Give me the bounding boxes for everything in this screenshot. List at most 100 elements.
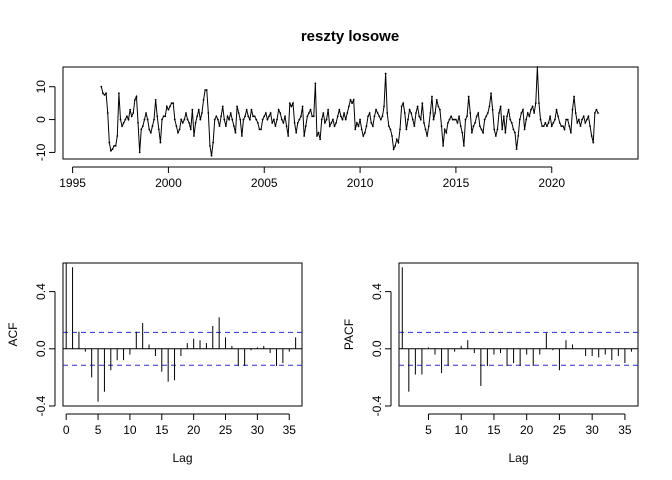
- data-point: [253, 115, 256, 118]
- data-point: [461, 131, 464, 134]
- x-tick-label-1: 2010: [347, 176, 374, 190]
- data-point: [509, 118, 512, 121]
- data-point: [194, 121, 197, 124]
- data-point: [285, 125, 288, 128]
- data-point: [119, 118, 122, 121]
- data-point: [325, 118, 328, 121]
- y-tick-label-1: -10: [34, 143, 48, 161]
- data-point: [563, 128, 566, 131]
- data-point: [304, 125, 307, 128]
- data-point: [121, 125, 123, 128]
- data-point: [332, 118, 334, 121]
- data-point: [389, 128, 392, 131]
- data-point: [415, 112, 417, 114]
- data-point: [577, 118, 580, 121]
- data-point: [330, 121, 333, 124]
- data-point: [322, 112, 325, 114]
- data-point: [274, 125, 277, 128]
- x-tick-label-2: 5: [95, 423, 102, 437]
- data-point: [574, 112, 577, 114]
- plot-frame-2: [62, 262, 303, 407]
- data-point: [114, 144, 117, 147]
- data-point: [311, 115, 314, 118]
- data-point: [146, 118, 149, 121]
- data-point: [585, 118, 588, 121]
- data-point: [240, 135, 243, 137]
- data-point: [314, 82, 317, 85]
- data-point: [239, 118, 242, 121]
- data-point: [597, 112, 599, 114]
- data-point: [183, 118, 186, 121]
- data-point: [421, 102, 424, 105]
- data-point: [429, 112, 432, 114]
- data-point: [140, 128, 143, 131]
- data-point: [493, 128, 496, 131]
- data-point: [186, 118, 189, 121]
- data-point: [335, 121, 338, 124]
- data-point: [514, 131, 516, 134]
- data-point: [450, 115, 453, 118]
- x-tick-label-2: 15: [155, 423, 169, 437]
- data-point: [181, 121, 184, 124]
- x-tick-label-1: 2015: [443, 176, 470, 190]
- data-point: [426, 135, 429, 137]
- data-point: [191, 108, 194, 111]
- data-point: [351, 102, 353, 105]
- data-point: [539, 118, 542, 121]
- data-point: [512, 128, 515, 131]
- data-point: [164, 115, 167, 118]
- data-point: [442, 144, 445, 147]
- data-point: [478, 125, 481, 128]
- x-tick-label-1: 2020: [538, 176, 565, 190]
- data-point: [434, 112, 437, 114]
- data-point: [387, 125, 390, 128]
- data-point: [565, 118, 568, 121]
- y-tick-label-1: 10: [34, 80, 48, 94]
- data-point: [480, 128, 483, 131]
- data-point: [568, 125, 571, 128]
- chart-title: reszty losowe: [301, 28, 399, 45]
- data-point: [196, 115, 199, 118]
- data-point: [143, 118, 146, 121]
- data-point: [127, 118, 130, 121]
- x-axis-label-3: Lag: [508, 451, 528, 465]
- data-point: [276, 118, 278, 121]
- y-tick-label-3: 0.0: [370, 340, 384, 357]
- data-point: [197, 108, 200, 111]
- x-tick-label-3: 35: [618, 423, 632, 437]
- data-point: [496, 128, 499, 131]
- data-point: [110, 149, 112, 152]
- data-point: [282, 121, 285, 124]
- data-point: [233, 125, 235, 128]
- data-point: [502, 115, 505, 118]
- data-point: [346, 112, 349, 114]
- data-point: [504, 131, 507, 134]
- data-point: [520, 112, 523, 114]
- data-point: [272, 118, 275, 121]
- data-point: [584, 121, 587, 124]
- data-point: [105, 92, 108, 95]
- data-point: [399, 128, 401, 131]
- data-point: [362, 135, 365, 137]
- data-point: [178, 128, 181, 131]
- data-point: [327, 108, 330, 111]
- data-point: [333, 125, 336, 128]
- data-point: [375, 108, 377, 111]
- data-point: [204, 89, 207, 91]
- data-point: [199, 118, 202, 121]
- data-point: [218, 125, 221, 128]
- data-point: [169, 105, 171, 108]
- data-point: [156, 115, 159, 118]
- data-point: [365, 125, 368, 128]
- data-point: [212, 141, 215, 144]
- data-point: [455, 118, 457, 121]
- data-point: [536, 66, 539, 68]
- x-tick-label-3: 10: [455, 423, 469, 437]
- data-point: [111, 148, 114, 151]
- data-point: [501, 128, 504, 131]
- data-point: [360, 128, 363, 131]
- data-point: [316, 135, 318, 137]
- data-point: [226, 115, 229, 118]
- data-point: [217, 118, 219, 121]
- data-point: [106, 112, 109, 114]
